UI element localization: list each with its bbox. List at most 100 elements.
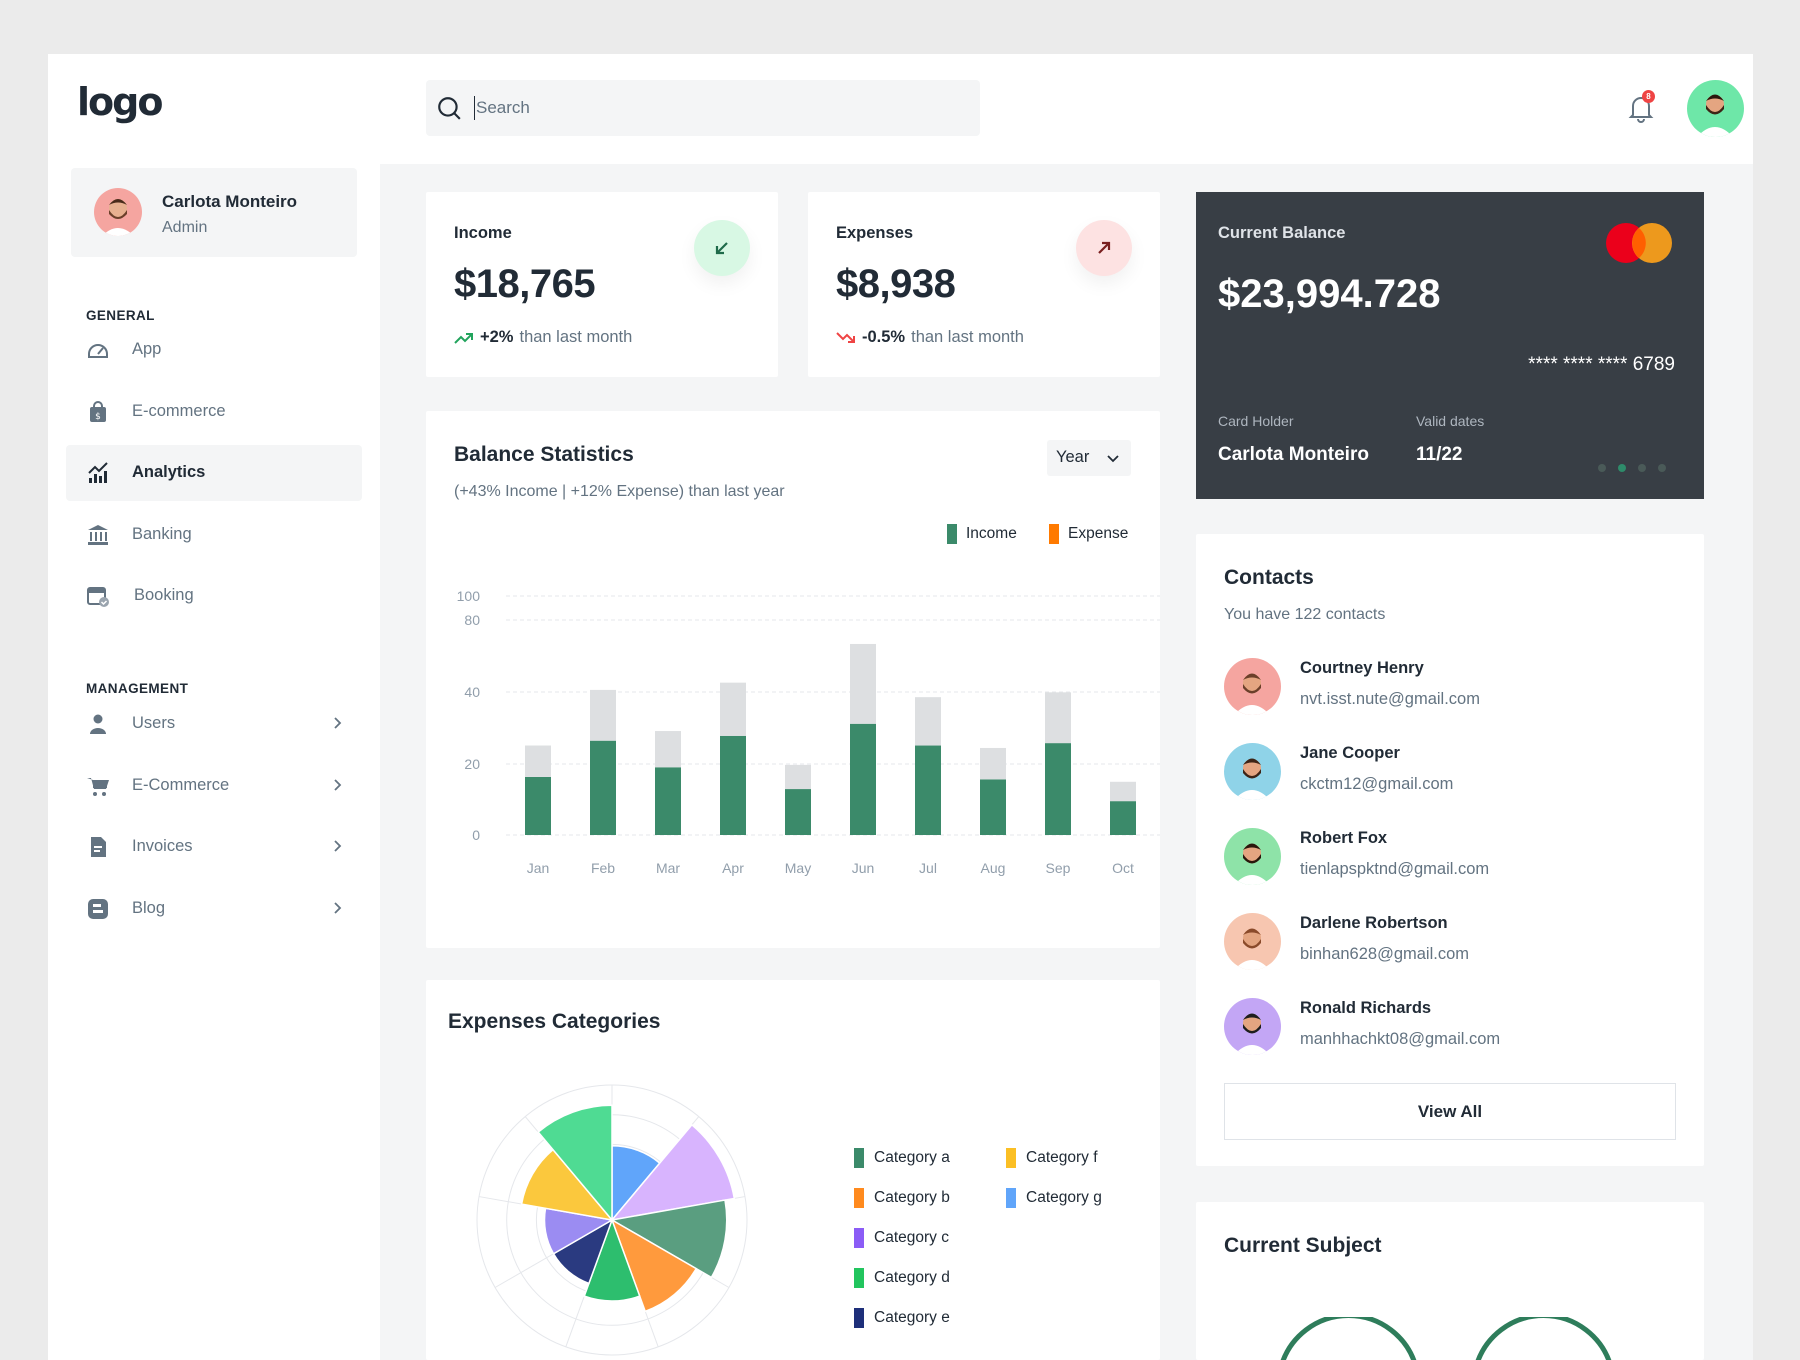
user-card[interactable]: Carlota Monteiro Admin bbox=[71, 168, 357, 257]
balance-value: $23,994.728 bbox=[1218, 272, 1441, 316]
legend-swatch bbox=[854, 1188, 864, 1208]
polar-slice[interactable] bbox=[609, 1199, 728, 1279]
expenses-note: than last month bbox=[911, 328, 1024, 346]
contact-name: Ronald Richards bbox=[1300, 999, 1432, 1017]
y-tick-label: 100 bbox=[457, 588, 481, 604]
bar-expense[interactable] bbox=[1110, 781, 1136, 802]
carousel-dot[interactable] bbox=[1638, 464, 1646, 472]
x-tick-label: Jun bbox=[852, 860, 875, 876]
polar-slice[interactable] bbox=[610, 1123, 736, 1222]
sidebar: logo Carlota Monteiro Admin GENERAL App … bbox=[48, 54, 380, 1360]
general-section-label: GENERAL bbox=[86, 308, 155, 323]
sidebar-item-label: Users bbox=[132, 714, 176, 732]
expenses-card: Expenses $8,938 -0.5% than last month bbox=[808, 192, 1160, 377]
bar-income[interactable] bbox=[915, 745, 941, 835]
bar-income[interactable] bbox=[1110, 801, 1136, 835]
contact-email: binhan628@gmail.com bbox=[1300, 945, 1470, 963]
contact-email: nvt.isst.nute@gmail.com bbox=[1300, 690, 1480, 708]
sidebar-item-analytics[interactable]: Analytics bbox=[66, 445, 362, 501]
bar-income[interactable] bbox=[590, 740, 616, 835]
y-tick-label: 20 bbox=[464, 756, 480, 772]
sidebar-item-users[interactable]: Users bbox=[66, 696, 362, 752]
sidebar-item-label: Analytics bbox=[132, 463, 206, 481]
bar-income[interactable] bbox=[1045, 743, 1071, 835]
income-value: $18,765 bbox=[454, 262, 596, 306]
sidebar-item-invoices[interactable]: Invoices bbox=[66, 819, 362, 875]
category-legend-item: Category e bbox=[854, 1308, 950, 1328]
logo[interactable]: logo bbox=[77, 80, 163, 124]
contact-name: Robert Fox bbox=[1300, 829, 1388, 847]
bar-expense[interactable] bbox=[980, 747, 1006, 780]
bar-expense[interactable] bbox=[915, 697, 941, 746]
polar-slice[interactable] bbox=[610, 1218, 698, 1313]
polar-slice[interactable] bbox=[520, 1148, 614, 1222]
bar-expense[interactable] bbox=[590, 689, 616, 741]
legend-swatch bbox=[854, 1148, 864, 1168]
chevron-right-icon bbox=[334, 717, 342, 729]
view-all-button[interactable]: View All bbox=[1224, 1083, 1676, 1140]
legend-swatch bbox=[1006, 1188, 1016, 1208]
account-avatar[interactable] bbox=[1687, 80, 1744, 137]
legend-income: Income bbox=[947, 524, 1017, 544]
chevron-down-icon bbox=[1107, 455, 1119, 463]
bar-income[interactable] bbox=[655, 767, 681, 835]
carousel-dot[interactable] bbox=[1598, 464, 1606, 472]
bar-income[interactable] bbox=[850, 723, 876, 835]
svg-text:$: $ bbox=[95, 412, 101, 422]
bar-income[interactable] bbox=[980, 779, 1006, 835]
arrow-down-left-icon bbox=[715, 242, 728, 255]
search-box[interactable] bbox=[426, 80, 980, 136]
x-tick-label: May bbox=[785, 860, 811, 876]
user-avatar bbox=[94, 188, 142, 236]
legend-label: Category e bbox=[874, 1309, 950, 1326]
sidebar-item-ecommerce-management[interactable]: E-Commerce bbox=[66, 758, 362, 814]
contact-email: tienlapspktnd@gmail.com bbox=[1300, 860, 1490, 878]
search-input[interactable] bbox=[476, 96, 956, 120]
contact-item[interactable]: Courtney Henry nvt.isst.nute@gmail.com bbox=[1224, 655, 1664, 715]
income-card: Income $18,765 +2% than last month bbox=[426, 192, 778, 377]
legend-label: Income bbox=[966, 525, 1017, 542]
sidebar-item-app[interactable]: App bbox=[66, 322, 362, 378]
bar-income[interactable] bbox=[785, 789, 811, 835]
bar-expense[interactable] bbox=[720, 682, 746, 736]
contact-avatar bbox=[1224, 998, 1281, 1055]
income-note: than last month bbox=[519, 328, 633, 346]
card-number: **** **** **** 6789 bbox=[1528, 354, 1675, 375]
current-subject-card: Current Subject bbox=[1196, 1202, 1704, 1360]
bar-income[interactable] bbox=[525, 776, 551, 835]
contact-name: Jane Cooper bbox=[1300, 744, 1400, 762]
trend-up-icon bbox=[454, 332, 473, 344]
cart-icon bbox=[87, 778, 109, 796]
carousel-dot[interactable] bbox=[1658, 464, 1666, 472]
contact-item[interactable]: Darlene Robertson binhan628@gmail.com bbox=[1224, 910, 1664, 970]
legend-label: Category a bbox=[874, 1149, 950, 1166]
valid-dates: 11/22 bbox=[1416, 444, 1463, 465]
polar-slice[interactable] bbox=[583, 1217, 641, 1302]
blog-icon bbox=[88, 899, 108, 919]
carousel-dot-active[interactable] bbox=[1618, 464, 1626, 472]
balance-statistics-title: Balance Statistics bbox=[454, 443, 634, 466]
sidebar-item-label: E-Commerce bbox=[132, 776, 230, 794]
bar-expense[interactable] bbox=[525, 745, 551, 777]
legend-swatch bbox=[854, 1308, 864, 1328]
bar-expense[interactable] bbox=[785, 764, 811, 790]
bar-income[interactable] bbox=[720, 735, 746, 835]
polar-slice[interactable] bbox=[537, 1104, 613, 1223]
balance-statistics-card: Balance Statistics (+43% Income | +12% E… bbox=[426, 411, 1160, 948]
bar-expense[interactable] bbox=[655, 731, 681, 768]
x-tick-label: Mar bbox=[656, 860, 680, 876]
bar-expense[interactable] bbox=[1045, 692, 1071, 744]
period-value: Year bbox=[1056, 448, 1090, 466]
sidebar-item-booking[interactable]: Booking bbox=[66, 568, 362, 624]
sidebar-item-ecommerce[interactable]: $ E-commerce bbox=[66, 384, 362, 440]
sidebar-item-blog[interactable]: Blog bbox=[66, 881, 362, 937]
current-balance-card[interactable]: Current Balance $23,994.728 **** **** **… bbox=[1196, 192, 1704, 499]
contact-item[interactable]: Ronald Richards manhhachkt08@gmail.com bbox=[1224, 995, 1664, 1055]
contacts-card: Contacts You have 122 contacts Courtney … bbox=[1196, 534, 1704, 1166]
period-select[interactable]: Year bbox=[1047, 440, 1131, 476]
bar-expense[interactable] bbox=[850, 643, 876, 724]
sidebar-item-banking[interactable]: Banking bbox=[66, 507, 362, 563]
contact-item[interactable]: Robert Fox tienlapspktnd@gmail.com bbox=[1224, 825, 1664, 885]
balance-title: Current Balance bbox=[1218, 224, 1346, 242]
contact-item[interactable]: Jane Cooper ckctm12@gmail.com bbox=[1224, 740, 1664, 800]
